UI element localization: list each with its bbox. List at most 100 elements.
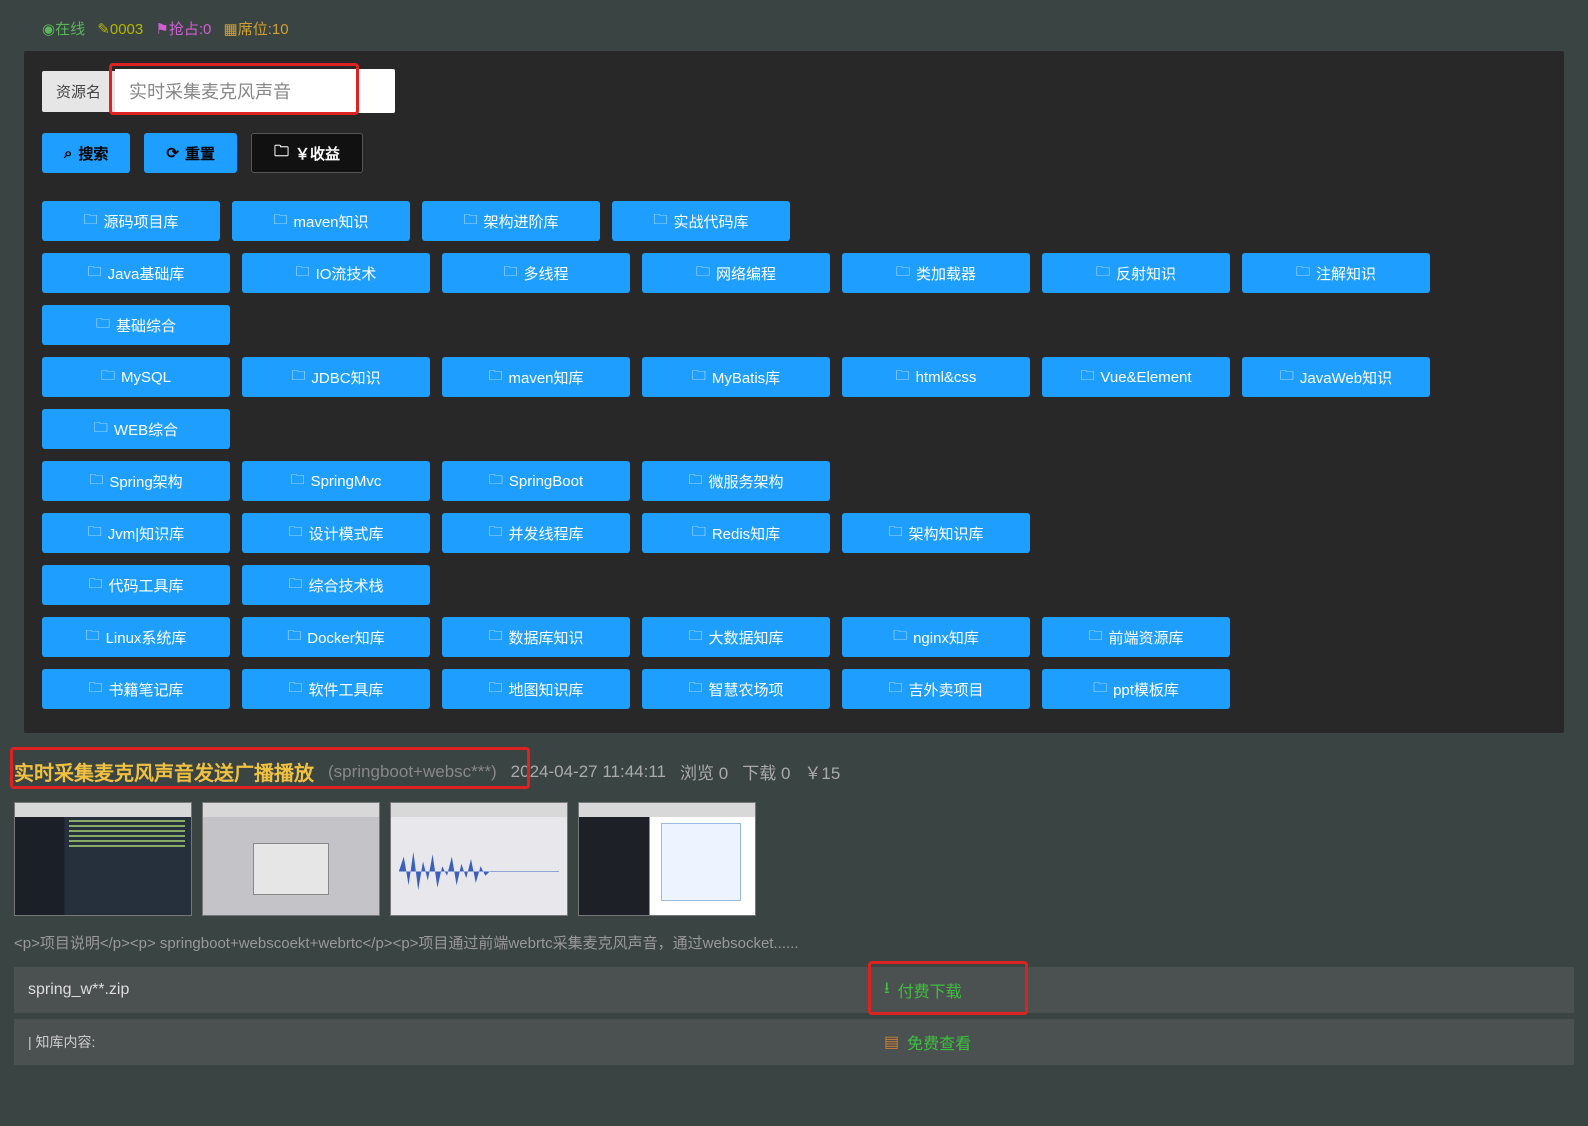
category-tag[interactable]: 🗀注解知识 [1242, 253, 1430, 293]
category-tag[interactable]: 🗀JavaWeb知识 [1242, 357, 1430, 397]
category-tag[interactable]: 🗀地图知识库 [442, 669, 630, 709]
free-view-button[interactable]: ▤ 免费查看 [884, 1030, 971, 1054]
category-tag[interactable]: 🗀智慧农场项 [642, 669, 830, 709]
briefcase-icon: 🗀 [86, 625, 100, 649]
category-tag[interactable]: 🗀并发线程库 [442, 513, 630, 553]
briefcase-icon: 🗀 [88, 261, 102, 285]
category-tag-label: 大数据知库 [708, 627, 783, 648]
category-tag[interactable]: 🗀数据库知识 [442, 617, 630, 657]
thumbnail[interactable] [390, 802, 568, 916]
category-tag[interactable]: 🗀Linux系统库 [42, 617, 230, 657]
category-tag[interactable]: 🗀综合技术栈 [242, 565, 430, 605]
category-tag-label: Spring架构 [109, 471, 182, 492]
category-tag[interactable]: 🗀maven知识 [232, 201, 410, 241]
category-tag[interactable]: 🗀网络编程 [642, 253, 830, 293]
briefcase-icon: 🗀 [1088, 625, 1102, 649]
category-tag-label: 代码工具库 [108, 575, 183, 596]
briefcase-icon: 🗀 [1093, 677, 1107, 701]
free-view-label: 免费查看 [907, 1030, 971, 1054]
briefcase-icon: 🗀 [488, 521, 502, 545]
briefcase-icon: 🗀 [96, 313, 110, 337]
category-tag-label: 反射知识 [1116, 263, 1176, 284]
category-tag[interactable]: 🗀源码项目库 [42, 201, 220, 241]
result-datetime: 2024-04-27 11:44:11 [511, 762, 666, 782]
result-downloads: 下载 0 [742, 759, 790, 784]
category-tag[interactable]: 🗀Redis知库 [642, 513, 830, 553]
category-tag[interactable]: 🗀设计模式库 [242, 513, 430, 553]
category-tag[interactable]: 🗀html&css [842, 357, 1030, 397]
grid-icon: ▦ [224, 20, 238, 38]
category-tag[interactable]: 🗀Docker知库 [242, 617, 430, 657]
briefcase-icon: 🗀 [688, 625, 702, 649]
briefcase-icon: 🗀 [83, 209, 97, 233]
category-tag-label: ppt模板库 [1113, 679, 1179, 700]
category-tag[interactable]: 🗀Vue&Element [1042, 357, 1230, 397]
thumbnail[interactable] [578, 802, 756, 916]
category-tag[interactable]: 🗀SpringMvc [242, 461, 430, 501]
reset-button[interactable]: ⟳ 重置 [144, 133, 237, 173]
category-tag-label: 基础综合 [116, 315, 176, 336]
income-button[interactable]: 🗀 ￥收益 [251, 133, 363, 173]
status-seat: ▦席位:10 [224, 21, 289, 38]
result-price: ￥15 [804, 759, 840, 784]
category-tag[interactable]: 🗀 ppt模板库 [1042, 669, 1230, 709]
category-tag-label: MyBatis库 [712, 367, 780, 388]
category-tag-label: 实战代码库 [673, 211, 748, 232]
category-tag[interactable]: 🗀nginx知库 [842, 617, 1030, 657]
search-panel: 资源名 ⌕ 搜索 ⟳ 重置 🗀 ￥收益 🗀源码项目库🗀maven知识🗀架构进阶库… [24, 51, 1564, 733]
category-tag[interactable]: 🗀Spring架构 [42, 461, 230, 501]
category-tag[interactable]: 🗀多线程 [442, 253, 630, 293]
category-tag[interactable]: 🗀maven知库 [442, 357, 630, 397]
category-tag-label: Docker知库 [307, 627, 385, 648]
category-tag[interactable]: 🗀MyBatis库 [642, 357, 830, 397]
search-icon: ⌕ [64, 145, 72, 162]
category-tag[interactable]: 🗀Java基础库 [42, 253, 230, 293]
category-tag[interactable]: 🗀微服务架构 [642, 461, 830, 501]
category-tag[interactable]: 🗀 反射知识 [1042, 253, 1230, 293]
category-tag-label: 书籍笔记库 [108, 679, 183, 700]
category-tag[interactable]: 🗀前端资源库 [1042, 617, 1230, 657]
category-tag[interactable]: 🗀JDBC知识 [242, 357, 430, 397]
category-tag[interactable]: 🗀 大数据知库 [642, 617, 830, 657]
category-tag[interactable]: 🗀架构进阶库 [422, 201, 600, 241]
document-icon: ▤ [884, 1032, 899, 1052]
category-tag[interactable]: 🗀书籍笔记库 [42, 669, 230, 709]
view-row: | 知库内容: ▤ 免费查看 [14, 1019, 1574, 1065]
category-tag[interactable]: 🗀Jvm|知识库 [42, 513, 230, 553]
category-tag[interactable]: 🗀 代码工具库 [42, 565, 230, 605]
category-tag[interactable]: 🗀SpringBoot [442, 461, 630, 501]
briefcase-icon: 🗀 [288, 521, 302, 545]
category-tag[interactable]: 🗀 架构知识库 [842, 513, 1030, 553]
category-tag-label: 多线程 [523, 263, 568, 284]
category-tag[interactable]: 🗀类加载器 [842, 253, 1030, 293]
briefcase-icon: 🗀 [1096, 261, 1110, 285]
category-tag[interactable]: 🗀软件工具库 [242, 669, 430, 709]
briefcase-icon: 🗀 [653, 209, 667, 233]
briefcase-icon: 🗀 [288, 677, 302, 701]
briefcase-icon: 🗀 [489, 469, 503, 493]
flag-icon: ⚑ [155, 20, 168, 38]
category-tag[interactable]: 🗀吉外卖项目 [842, 669, 1030, 709]
category-tag-label: 架构知识库 [908, 523, 983, 544]
category-tag[interactable]: 🗀IO流技术 [242, 253, 430, 293]
search-input[interactable] [115, 69, 395, 113]
download-filename: spring_w**.zip [28, 981, 129, 999]
thumbnail[interactable] [14, 802, 192, 916]
category-tag-label: 注解知识 [1316, 263, 1376, 284]
category-tag[interactable]: 🗀 实战代码库 [612, 201, 790, 241]
category-tag-label: WEB综合 [114, 419, 178, 440]
category-tag[interactable]: 🗀MySQL [42, 357, 230, 397]
wallet-icon: 🗀 [274, 141, 289, 166]
thumbnail[interactable] [202, 802, 380, 916]
search-button[interactable]: ⌕ 搜索 [42, 133, 130, 173]
briefcase-icon: 🗀 [88, 573, 102, 597]
reset-button-label: 重置 [185, 143, 215, 164]
category-tag-label: 数据库知识 [508, 627, 583, 648]
category-tag[interactable]: 🗀WEB综合 [42, 409, 230, 449]
briefcase-icon: 🗀 [288, 573, 302, 597]
category-tag[interactable]: 🗀 基础综合 [42, 305, 230, 345]
briefcase-icon: 🗀 [888, 521, 902, 545]
briefcase-icon: 🗀 [692, 521, 706, 545]
paid-download-button[interactable]: ⭳ 付费下载 [884, 977, 962, 1004]
briefcase-icon: 🗀 [273, 209, 287, 233]
